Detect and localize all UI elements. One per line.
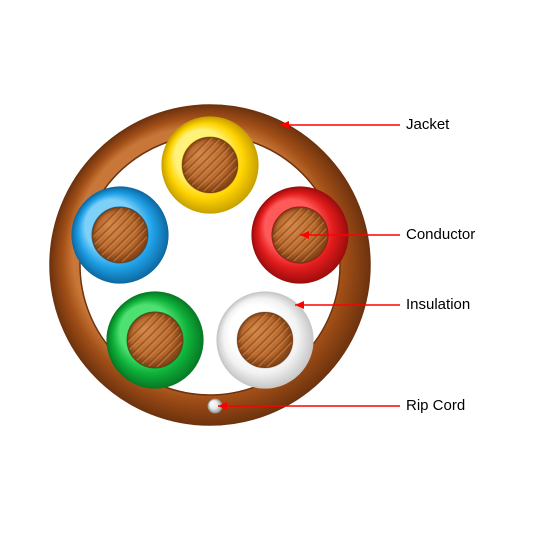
cable-cross-section-diagram: Jacket Conductor Insulation Rip Cord bbox=[0, 0, 540, 540]
label-conductor: Conductor bbox=[406, 226, 475, 243]
callout-jacket bbox=[280, 121, 400, 129]
diagram-svg bbox=[0, 0, 540, 540]
label-insulation: Insulation bbox=[406, 296, 470, 313]
label-ripcord: Rip Cord bbox=[406, 397, 465, 414]
label-jacket: Jacket bbox=[406, 116, 449, 133]
